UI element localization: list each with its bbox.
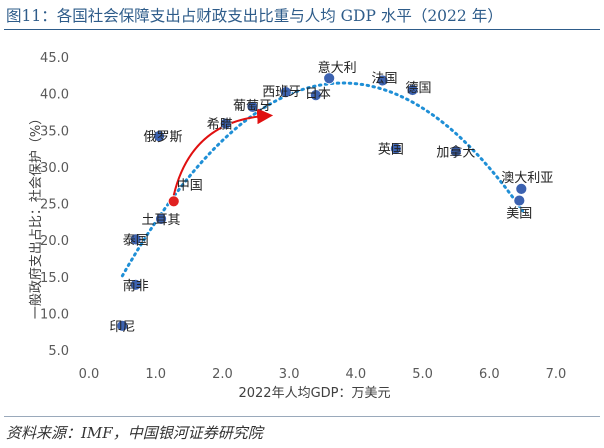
point-label-14: 泰国 <box>123 233 149 248</box>
data-point-14 <box>129 233 142 246</box>
data-point-10 <box>515 182 528 195</box>
y-tick-label: 10.0 <box>40 307 69 322</box>
point-label-12: 中国 <box>177 178 203 193</box>
point-label-15: 南非 <box>123 278 149 294</box>
data-point-11 <box>513 194 526 207</box>
x-tick-label: 5.0 <box>412 367 433 382</box>
y-tick-label: 40.0 <box>40 88 69 103</box>
point-label-13: 土耳其 <box>142 213 181 228</box>
data-point-5 <box>246 100 259 113</box>
data-point-3 <box>279 86 292 99</box>
data-point-0 <box>323 72 336 85</box>
y-axis-title: 一般政府支出占比：社会保护（%） <box>28 112 44 319</box>
x-tick-label: 6.0 <box>479 367 500 382</box>
point-label-11: 美国 <box>506 207 532 222</box>
point-label-4: 日本 <box>305 87 331 102</box>
data-point-6 <box>219 117 232 130</box>
source-note: 资料来源：IMF，中国银河证券研究院 <box>6 424 263 442</box>
point-label-0: 意大利 <box>318 60 357 76</box>
point-label-3: 西班牙 <box>262 85 301 100</box>
point-label-10: 澳大利亚 <box>501 170 553 186</box>
y-tick-label: 30.0 <box>40 161 69 176</box>
y-tick-label: 15.0 <box>40 271 69 286</box>
trendline <box>120 81 525 278</box>
data-point-4 <box>309 89 322 101</box>
data-point-12 <box>167 195 180 208</box>
data-point-13 <box>155 212 167 225</box>
x-axis-title: 2022年人均GDP：万美元 <box>238 386 390 401</box>
chart-title: 图11：各国社会保障支出占财政支出比重与人均 GDP 水平（2022 年） <box>6 7 503 25</box>
point-label-1: 法国 <box>372 71 398 86</box>
x-tick-label: 1.0 <box>145 367 166 382</box>
data-point-15 <box>129 278 142 291</box>
y-tick-label: 35.0 <box>40 124 69 139</box>
y-tick-label: 20.0 <box>40 234 69 249</box>
data-point-16 <box>116 319 129 332</box>
point-label-8: 英国 <box>378 143 404 158</box>
data-point-2 <box>406 84 419 96</box>
data-point-7 <box>153 130 165 143</box>
trend-arrow <box>172 108 274 196</box>
data-point-8 <box>389 142 402 155</box>
point-label-2: 德国 <box>406 81 432 96</box>
x-tick-label: 0.0 <box>79 367 100 382</box>
data-point-9 <box>450 145 462 158</box>
point-label-9: 加拿大 <box>436 144 475 160</box>
x-tick-label: 4.0 <box>346 367 367 382</box>
y-tick-label: 25.0 <box>40 198 69 213</box>
x-tick-label: 3.0 <box>279 367 300 382</box>
y-tick-label: 5.0 <box>48 344 69 359</box>
data-point-1 <box>376 74 389 87</box>
point-label-5: 葡萄牙 <box>233 99 272 114</box>
point-label-6: 希腊 <box>207 118 233 133</box>
y-tick-label: 45.0 <box>40 51 69 66</box>
title-divider <box>4 29 600 30</box>
point-label-16: 印尼 <box>109 320 135 335</box>
source-divider <box>4 416 600 417</box>
x-tick-label: 7.0 <box>546 367 567 382</box>
point-label-7: 俄罗斯 <box>144 130 183 145</box>
x-tick-label: 2.0 <box>212 367 233 382</box>
